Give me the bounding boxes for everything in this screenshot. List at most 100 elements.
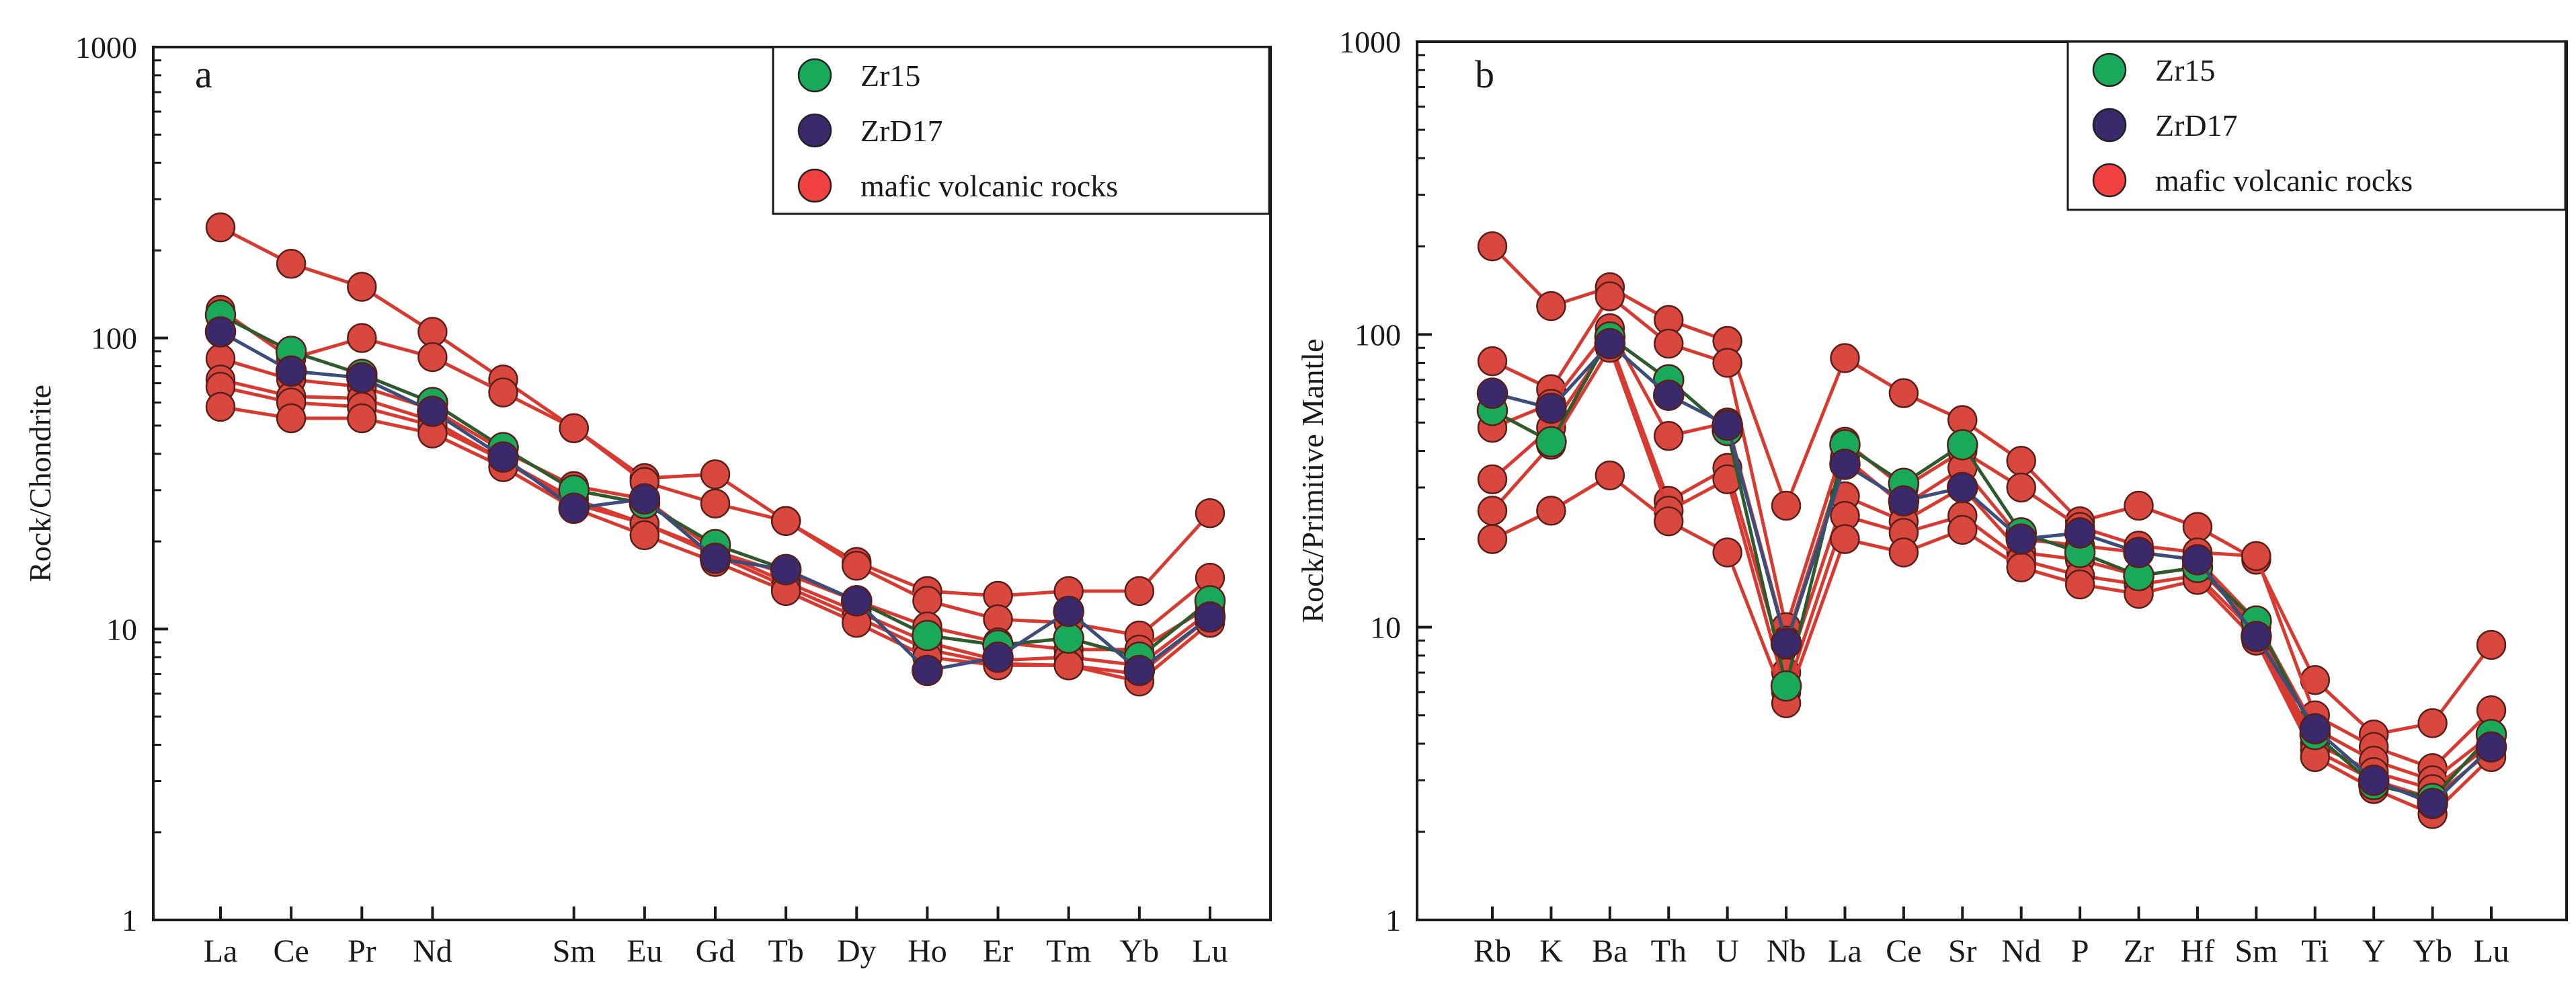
data-point-mafic [2417,708,2448,738]
data-point-zrd17 [2181,544,2214,576]
x-tick-label: Yb [1120,933,1160,969]
x-tick-label: Sr [1948,933,1977,969]
data-point-zr15 [912,619,943,652]
data-point-mafic [2064,569,2095,600]
panel-a: 1 10 100 1000 La Ce Pr Nd Sm Eu Gd Tb Dy Ho Er Tm Yb Lu Ro… [23,30,1272,969]
legend: Zr15 ZrD17 mafic volcanic rocks [772,46,1271,215]
data-point-zrd17 [1652,379,1685,411]
series-mafic [1477,281,2507,783]
data-point-mafic [347,403,377,434]
data-point-mafic [276,248,307,279]
legend-label: ZrD17 [2155,108,2238,143]
x-tick-label: K [1539,933,1563,969]
x-tick-label: Ce [273,933,309,969]
data-point-zrd17 [1053,595,1084,627]
x-tick-label: Gd [696,933,735,969]
data-point-zr15 [1770,670,1802,702]
data-point-zrd17 [2358,765,2390,796]
legend-marker-mafic [2092,163,2127,198]
series-mafic [1477,313,2507,796]
series-line-mafic [1491,339,2493,791]
data-point-mafic [1195,498,1225,529]
data-point-zrd17 [982,642,1014,673]
data-point-mafic [1888,378,1919,408]
x-tick-label: Lu [2473,933,2509,969]
data-point-mafic [1124,576,1155,607]
data-point-zrd17 [1194,601,1226,633]
series-mafic [1477,333,2507,814]
data-point-mafic [488,377,518,408]
data-point-mafic [1477,346,1508,377]
y-tick-label: 100 [1355,317,1401,352]
series-mafic [1477,325,2507,804]
data-point-mafic [1477,524,1508,554]
x-tick-label: Lu [1192,933,1227,969]
data-point-mafic [1536,496,1566,526]
data-point-zrd17 [487,441,519,473]
x-tick-label: Th [1651,933,1687,969]
data-point-mafic [2006,472,2036,503]
data-point-mafic [842,550,872,581]
series-zrd17 [1476,327,2507,820]
series-mafic [1477,231,2507,750]
x-tick-label: La [1828,933,1862,969]
data-point-mafic [770,506,801,537]
data-point-mafic [2182,512,2213,542]
data-point-mafic [629,520,660,551]
data-point-zrd17 [912,654,943,687]
x-tick-label: Hf [2181,933,2215,969]
y-tick-label: 10 [106,612,137,646]
data-point-mafic [1888,537,1919,568]
data-point-zrd17 [1712,409,1743,441]
x-tick-label: U [1716,933,1739,969]
x-tick-label: La [204,933,238,969]
y-tick-label: 1 [1385,903,1401,937]
series-mafic [1477,460,2507,829]
data-point-mafic [205,212,236,243]
legend-label: ZrD17 [860,114,943,148]
x-tick-label: Dy [837,933,877,969]
data-point-zr15 [1947,429,1978,461]
x-tick-label: Ce [1886,933,1921,969]
x-tick-label: Pr [348,933,376,969]
data-point-mafic [1712,537,1742,568]
y-tick-label: 10 [1370,611,1401,645]
data-point-mafic [205,391,236,422]
data-point-mafic [1053,650,1084,681]
x-tick-label: Zr [2124,933,2154,969]
y-axis-title: Rock/Chondrite [23,385,57,582]
data-point-zrd17 [1770,627,1802,660]
series-zr15 [1476,321,2507,814]
x-tick-label: Rb [1474,933,1511,969]
data-point-mafic [2124,490,2154,521]
data-point-zrd17 [204,316,237,348]
data-point-mafic [347,323,377,353]
x-tick-label: Yb [2413,933,2452,969]
x-tick-label: Tb [768,933,803,969]
data-point-mafic [1653,506,1684,537]
data-point-mafic [1477,231,1508,262]
data-point-zrd17 [1476,377,1508,409]
legend-marker-zrd17 [797,113,832,148]
legend-label: mafic volcanic rocks [2155,163,2413,198]
data-point-mafic [347,272,377,302]
y-tick-label: 1 [122,903,137,937]
x-tick-label: Nd [2001,933,2041,969]
series-zrd17 [204,316,1226,687]
data-point-mafic [1947,514,1978,545]
data-point-mafic [1477,464,1508,495]
legend-label: mafic volcanic rocks [860,169,1118,203]
legend-marker-mafic [797,168,832,203]
data-point-zrd17 [629,483,661,515]
data-point-mafic [559,413,589,443]
series-line-mafic [1492,326,2493,782]
panel-b: 1 10 100 1000 Rb K Ba Th U Nb La Ce Sr Nd P Zr Hf Sm Ti Y Yb… [1295,25,2568,969]
x-tick-label: Y [2362,933,2386,969]
y-tick-label: 100 [91,321,137,356]
data-point-zrd17 [275,355,307,387]
data-point-zrd17 [1594,327,1626,360]
data-point-zrd17 [2005,523,2037,555]
x-tick-label: Ho [908,933,947,969]
